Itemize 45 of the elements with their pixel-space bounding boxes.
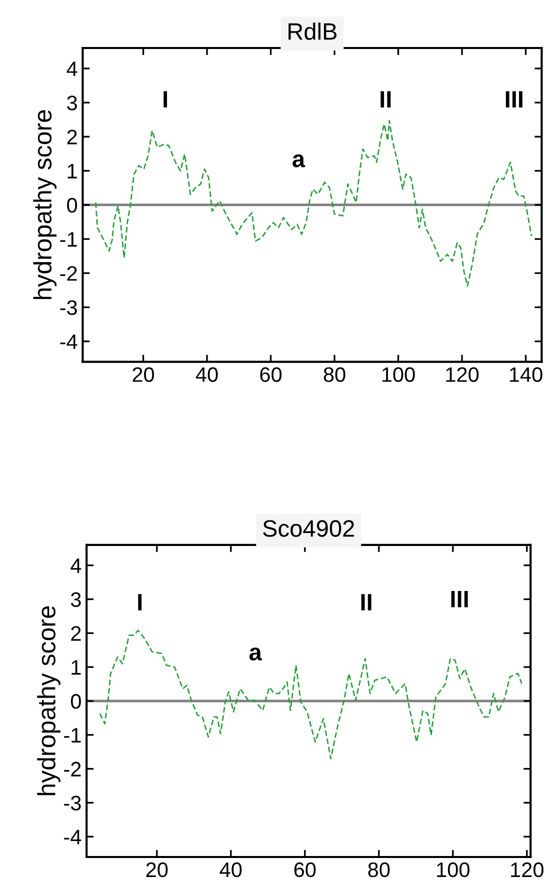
x-tick-label: 40: [196, 367, 218, 382]
x-tick-label: 120: [511, 862, 544, 878]
y-tick-label: -1: [64, 728, 81, 742]
chart-title: Sco4902: [263, 520, 354, 537]
y-axis-title: hydropathy score: [37, 606, 60, 796]
y-tick-label: 4: [66, 62, 78, 76]
y-tick-label: 4: [70, 558, 82, 573]
y-tick-label: 1: [72, 660, 81, 675]
y-tick-label: -3: [64, 796, 81, 810]
x-tick-label: 100: [382, 367, 415, 382]
y-axis-title: hydropathy score: [33, 110, 57, 300]
line-series: [99, 630, 522, 760]
y-tick-label: -4: [64, 830, 82, 844]
y-tick-label: 3: [70, 592, 81, 607]
line-series: [95, 120, 532, 287]
y-tick-label: -1: [60, 232, 77, 247]
y-tick-label: 0: [67, 198, 78, 213]
annotation: I: [164, 91, 168, 108]
annotation: a: [292, 154, 306, 168]
x-tick-label: 40: [220, 862, 242, 878]
y-tick-label: 1: [68, 164, 77, 178]
chart-title: RdlB: [288, 22, 337, 40]
y-tick-label: 0: [70, 694, 81, 709]
x-tick-label: 80: [368, 862, 390, 878]
y-tick-label: -2: [60, 266, 77, 281]
x-tick-label: 20: [146, 862, 168, 878]
x-tick-label: 20: [132, 367, 154, 382]
x-tick-label: 60: [294, 862, 316, 878]
x-tick-label: 120: [446, 367, 479, 382]
annotation: III: [506, 91, 522, 108]
annotation: II: [361, 594, 372, 610]
x-tick-label: 80: [324, 367, 346, 382]
y-tick-label: -3: [60, 300, 77, 315]
annotation: a: [249, 648, 262, 661]
x-tick-label: 100: [437, 862, 470, 878]
y-tick-label: -4: [60, 334, 78, 349]
annotation: II: [380, 91, 391, 108]
y-tick-label: 2: [71, 626, 81, 641]
annotation: I: [138, 594, 142, 610]
y-tick-label: 2: [67, 130, 77, 144]
x-tick-label: 60: [260, 367, 282, 382]
y-tick-label: 3: [67, 96, 77, 110]
annotation: III: [451, 590, 468, 608]
x-tick-label: 140: [510, 367, 542, 382]
y-tick-label: -2: [64, 762, 81, 776]
